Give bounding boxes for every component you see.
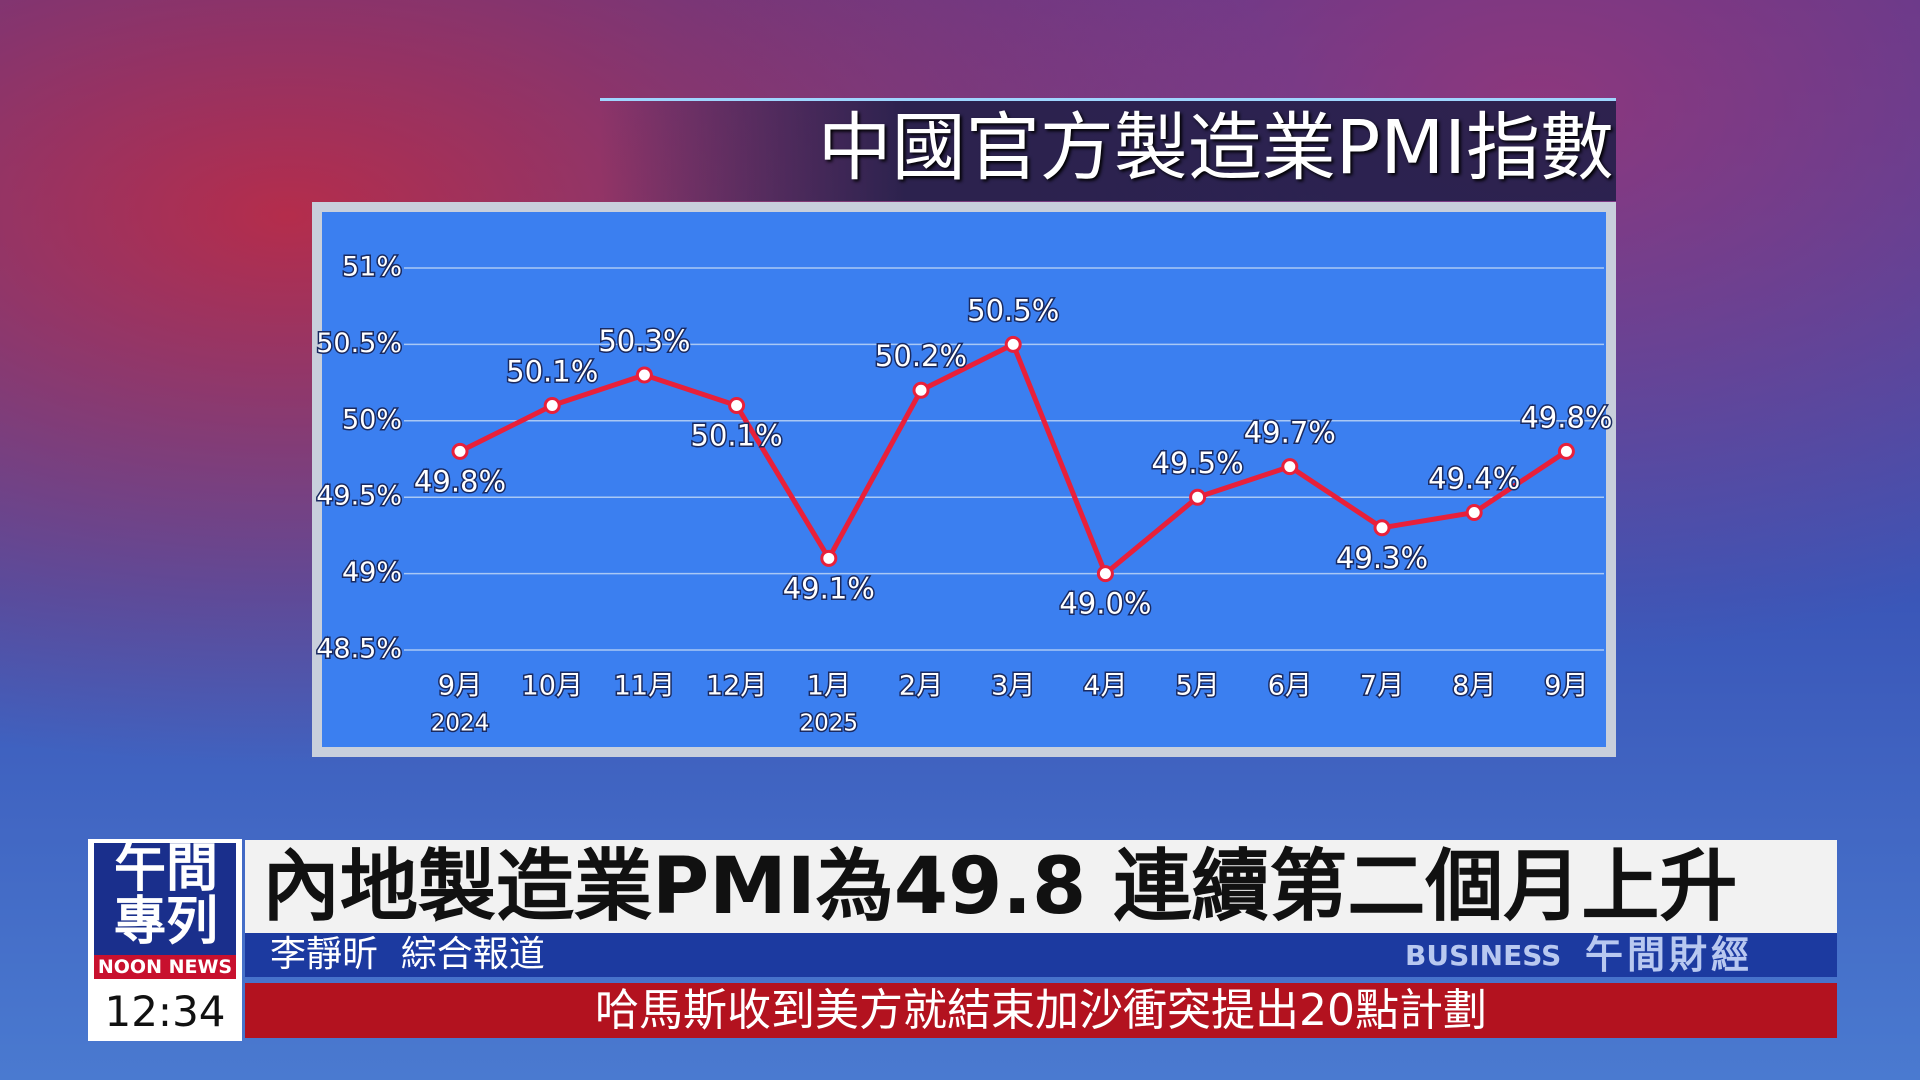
chart-title: 中國官方製造業PMI指數 (817, 105, 1614, 191)
y-tick-label: 51% (342, 252, 402, 283)
x-tick-label: 3月 (991, 671, 1035, 702)
data-point (728, 397, 746, 415)
x-tick-label: 6月 (1268, 671, 1312, 702)
x-tick-label: 9月 (1544, 671, 1588, 702)
section-en: BUSINESS (1405, 939, 1562, 972)
sub-bar (245, 933, 1837, 977)
y-tick-label: 50% (342, 404, 402, 435)
data-point (912, 381, 930, 399)
value-label: 49.4% (1428, 461, 1520, 495)
x-tick-label: 1月 (807, 671, 851, 702)
value-label: 50.5% (967, 293, 1059, 327)
y-tick-label: 50.5% (316, 328, 402, 359)
logo-top: 午間 (113, 839, 218, 899)
x-tick-year: 2025 (800, 711, 859, 737)
value-label: 50.1% (506, 355, 598, 389)
logo-bg (94, 843, 236, 955)
data-point (1281, 458, 1299, 476)
value-label: 49.1% (783, 571, 875, 605)
headline: 內地製造業PMI為49.8 連續第二個月上升 (262, 842, 1738, 932)
logo-bottom: 專列 (113, 892, 218, 952)
y-tick-label: 49.5% (316, 481, 402, 512)
title-bar (600, 98, 1616, 201)
chart-panel (312, 202, 1616, 757)
chart: 48.5% 49% 49.5% 50% 50.5% 51% 9月 2024 10月 11月 12月 1… (315, 250, 1614, 738)
value-label: 49.5% (1152, 446, 1244, 480)
data-line (458, 341, 1568, 577)
value-label: 49.0% (1059, 587, 1151, 621)
x-tick-label: 2月 (899, 671, 943, 702)
data-point (635, 366, 653, 384)
section: 午間財經 (1585, 933, 1754, 977)
clock: 12:34 (104, 987, 226, 1036)
data-point (543, 397, 561, 415)
data-point (1557, 442, 1575, 460)
x-tick-label: 11月 (614, 671, 675, 702)
ticker-bar (245, 983, 1837, 1038)
y-tick-label: 49% (342, 557, 402, 588)
x-tick-label: 9月 (438, 671, 482, 702)
reporter: 李靜昕 綜合報道 (270, 934, 545, 975)
data-point (820, 549, 838, 567)
x-tick-label: 8月 (1452, 671, 1496, 702)
data-point (451, 442, 469, 460)
data-point (1096, 565, 1114, 583)
x-tick-label: 5月 (1176, 671, 1220, 702)
value-label: 49.3% (1336, 541, 1428, 575)
x-tick-label: 12月 (706, 671, 767, 702)
value-label: 50.3% (598, 324, 690, 358)
value-label: 50.1% (691, 419, 783, 453)
value-label: 49.8% (414, 464, 506, 498)
data-point (1373, 519, 1391, 537)
y-tick-label: 48.5% (316, 634, 402, 665)
data-point (1004, 335, 1022, 353)
data-point (1465, 503, 1483, 521)
ticker: 哈馬斯收到美方就結束加沙衝突提出20點計劃 (595, 985, 1487, 1036)
plot-area (322, 212, 1606, 747)
x-tick-label: 7月 (1360, 671, 1404, 702)
data-point (1189, 488, 1207, 506)
x-tick-year: 2024 (431, 711, 490, 737)
x-tick-label: 10月 (522, 671, 583, 702)
headline-bar (245, 840, 1837, 933)
x-tick-label: 4月 (1083, 671, 1127, 702)
value-label: 49.7% (1244, 416, 1336, 450)
value-label: 49.8% (1520, 400, 1612, 434)
value-label: 50.2% (875, 339, 967, 373)
logo-en: NOON NEWS (94, 955, 236, 979)
